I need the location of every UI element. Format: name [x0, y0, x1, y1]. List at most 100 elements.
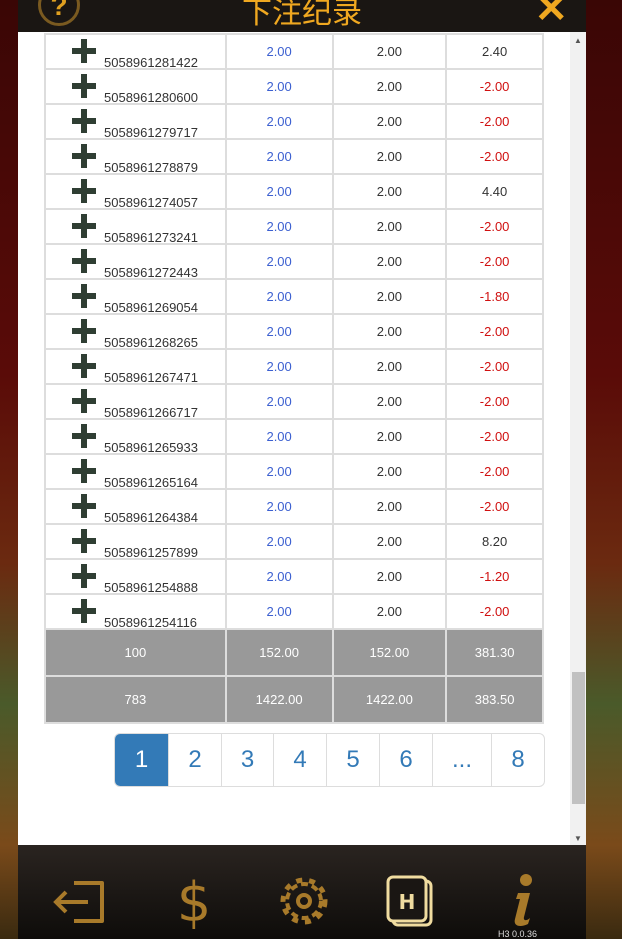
valid-amount: 2.00 — [331, 68, 448, 105]
expand-plus-icon[interactable] — [72, 284, 96, 308]
totals-row: 100 152.00 152.00 381.30 — [44, 628, 544, 677]
expand-plus-icon[interactable] — [72, 389, 96, 413]
page-2[interactable]: 2 — [168, 734, 221, 786]
scroll-down-icon[interactable]: ▼ — [574, 834, 582, 843]
history-icon[interactable]: H — [383, 871, 443, 931]
valid-amount: 2.00 — [331, 453, 448, 490]
bet-id-cell: 5058961273241 — [44, 208, 227, 245]
bet-id-cell: 5058961281422 — [44, 33, 227, 70]
bet-amount: 2.00 — [224, 243, 334, 280]
expand-plus-icon[interactable] — [72, 109, 96, 133]
result-amount: -2.00 — [445, 383, 544, 420]
bet-amount: 2.00 — [224, 103, 334, 140]
result-amount: -2.00 — [445, 208, 544, 245]
bet-id-cell: 5058961265933 — [44, 418, 227, 455]
result-amount: -2.00 — [445, 418, 544, 455]
result-amount: -2.00 — [445, 313, 544, 350]
gear-icon[interactable] — [274, 871, 334, 931]
result-amount: -2.00 — [445, 593, 544, 630]
page-5[interactable]: 5 — [326, 734, 379, 786]
bet-id-cell: 5058961266717 — [44, 383, 227, 420]
bet-id: 5058961266717 — [104, 405, 198, 420]
valid-amount: 2.00 — [331, 418, 448, 455]
expand-plus-icon[interactable] — [72, 354, 96, 378]
bet-amount: 2.00 — [224, 33, 334, 70]
bet-amount: 2.00 — [224, 68, 334, 105]
expand-plus-icon[interactable] — [72, 529, 96, 553]
table-row: 5058961281422 2.00 2.00 2.40 — [44, 33, 544, 70]
bet-id: 5058961265164 — [104, 475, 198, 490]
bet-id-cell: 5058961254116 — [44, 593, 227, 630]
info-icon[interactable] — [492, 871, 552, 931]
valid-amount: 2.00 — [331, 523, 448, 560]
table-row: 5058961273241 2.00 2.00 -2.00 — [44, 208, 544, 245]
bet-id-cell: 5058961269054 — [44, 278, 227, 315]
valid-amount: 2.00 — [331, 138, 448, 175]
bet-amount: 2.00 — [224, 523, 334, 560]
bet-id-cell: 5058961279717 — [44, 103, 227, 140]
result-amount: -1.80 — [445, 278, 544, 315]
expand-plus-icon[interactable] — [72, 179, 96, 203]
valid-amount: 2.00 — [331, 558, 448, 595]
expand-plus-icon[interactable] — [72, 564, 96, 588]
page-ellipsis[interactable]: ... — [432, 734, 491, 786]
scroll-up-icon[interactable]: ▲ — [574, 36, 582, 45]
scrollbar[interactable]: ▲ ▼ — [570, 32, 586, 845]
expand-plus-icon[interactable] — [72, 74, 96, 98]
bet-id: 5058961269054 — [104, 300, 198, 315]
valid-amount: 2.00 — [331, 33, 448, 70]
expand-plus-icon[interactable] — [72, 494, 96, 518]
expand-plus-icon[interactable] — [72, 599, 96, 623]
bet-id-cell: 5058961257899 — [44, 523, 227, 560]
valid-amount: 2.00 — [331, 313, 448, 350]
expand-plus-icon[interactable] — [72, 144, 96, 168]
bet-amount: 2.00 — [224, 488, 334, 525]
page-1[interactable]: 1 — [115, 734, 168, 786]
bet-amount: 2.00 — [224, 313, 334, 350]
table-row: 5058961254888 2.00 2.00 -1.20 — [44, 558, 544, 595]
footer-nav: $ H H3 0.0.36 — [18, 845, 586, 939]
close-icon[interactable]: ✕ — [534, 0, 568, 31]
bet-amount: 2.00 — [224, 138, 334, 175]
page-6[interactable]: 6 — [379, 734, 432, 786]
expand-plus-icon[interactable] — [72, 459, 96, 483]
logout-icon[interactable] — [52, 871, 112, 931]
result-amount: -1.20 — [445, 558, 544, 595]
total-count: 783 — [44, 675, 227, 724]
bet-id: 5058961274057 — [104, 195, 198, 210]
result-amount: -2.00 — [445, 243, 544, 280]
page-3[interactable]: 3 — [221, 734, 273, 786]
valid-amount: 2.00 — [331, 208, 448, 245]
page-8[interactable]: 8 — [491, 734, 544, 786]
bet-id-cell: 5058961254888 — [44, 558, 227, 595]
bet-table: 5058961281422 2.00 2.00 2.40 505896128060… — [44, 33, 544, 724]
bet-amount: 2.00 — [224, 278, 334, 315]
result-amount: 8.20 — [445, 523, 544, 560]
table-row: 5058961268265 2.00 2.00 -2.00 — [44, 313, 544, 350]
total-bet: 152.00 — [224, 628, 334, 677]
bet-id-cell: 5058961274057 — [44, 173, 227, 210]
table-row: 5058961280600 2.00 2.00 -2.00 — [44, 68, 544, 105]
expand-plus-icon[interactable] — [72, 214, 96, 238]
dollar-icon[interactable]: $ — [164, 871, 224, 931]
expand-plus-icon[interactable] — [72, 424, 96, 448]
valid-amount: 2.00 — [331, 173, 448, 210]
svg-text:$: $ — [177, 871, 211, 931]
table-row: 5058961279717 2.00 2.00 -2.00 — [44, 103, 544, 140]
expand-plus-icon[interactable] — [72, 249, 96, 273]
expand-plus-icon[interactable] — [72, 39, 96, 63]
page-4[interactable]: 4 — [273, 734, 326, 786]
result-amount: -2.00 — [445, 488, 544, 525]
result-amount: 4.40 — [445, 173, 544, 210]
bet-id-cell: 5058961280600 — [44, 68, 227, 105]
total-valid: 152.00 — [331, 628, 448, 677]
bet-id: 5058961279717 — [104, 125, 198, 140]
bet-id: 5058961273241 — [104, 230, 198, 245]
total-result: 381.30 — [445, 628, 544, 677]
bet-id: 5058961254888 — [104, 580, 198, 595]
table-row: 5058961269054 2.00 2.00 -1.80 — [44, 278, 544, 315]
expand-plus-icon[interactable] — [72, 319, 96, 343]
bet-amount: 2.00 — [224, 173, 334, 210]
table-row: 5058961264384 2.00 2.00 -2.00 — [44, 488, 544, 525]
scrollbar-thumb[interactable] — [572, 672, 585, 804]
